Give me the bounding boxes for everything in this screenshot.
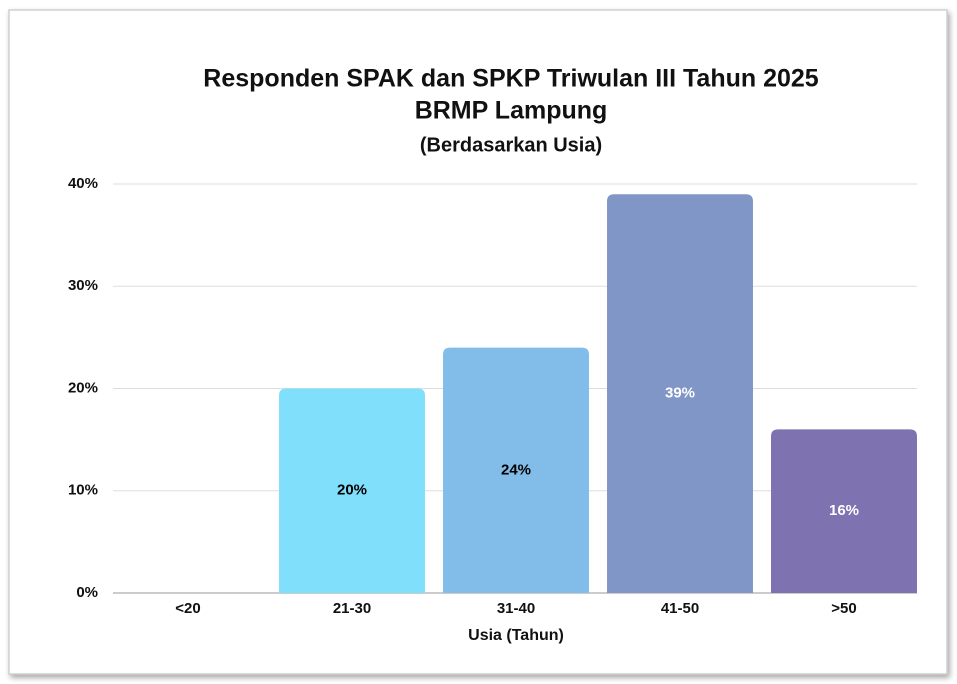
data-label: 20%: [337, 482, 367, 499]
bar: [443, 347, 589, 593]
x-tick-label: 41-50: [661, 600, 699, 617]
y-tick-label: 20%: [68, 379, 98, 396]
x-tick-label: >50: [831, 600, 856, 617]
data-label: 16%: [829, 502, 859, 519]
y-tick-label: 40%: [68, 175, 98, 192]
x-tick-label: <20: [175, 600, 200, 617]
chart-subtitle: (Berdasarkan Usia): [420, 134, 602, 156]
bar: [607, 194, 753, 593]
y-tick-label: 0%: [76, 584, 98, 601]
y-tick-label: 10%: [68, 482, 98, 499]
chart-title: BRMP Lampung: [415, 97, 608, 125]
x-tick-label: 21-30: [333, 600, 371, 617]
bar: [771, 429, 917, 593]
data-label: 39%: [665, 385, 695, 402]
x-tick-label: 31-40: [497, 600, 535, 617]
chart-title: Responden SPAK dan SPKP Triwulan III Tah…: [203, 65, 819, 93]
data-label: 24%: [501, 461, 531, 478]
x-axis-label: Usia (Tahun): [468, 627, 564, 644]
bar: [279, 388, 425, 593]
y-tick-label: 30%: [68, 277, 98, 294]
